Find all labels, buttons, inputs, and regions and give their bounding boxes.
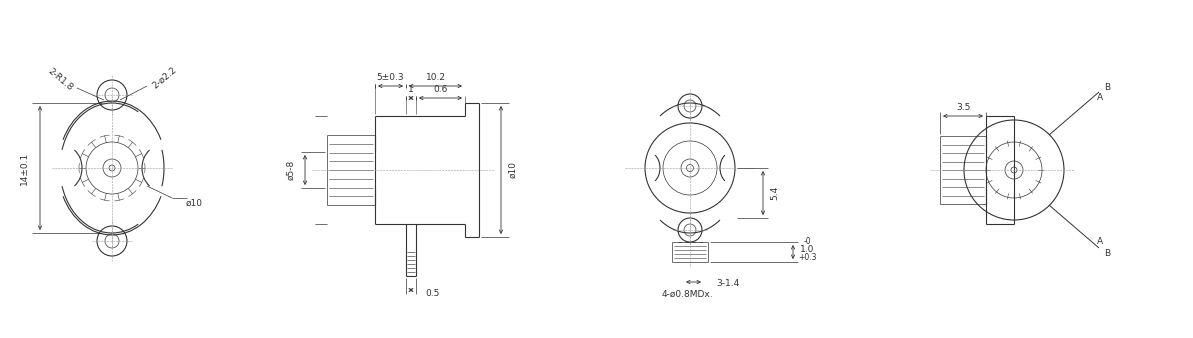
Text: 0.6: 0.6	[433, 86, 447, 95]
Text: 5.4: 5.4	[771, 186, 779, 200]
Text: 4-ø0.8MDx.: 4-ø0.8MDx.	[661, 290, 712, 298]
Text: 0.5: 0.5	[426, 289, 440, 297]
Text: 14±0.1: 14±0.1	[19, 151, 29, 185]
Text: -0: -0	[803, 238, 811, 246]
Text: ø10: ø10	[185, 198, 203, 208]
Text: A: A	[1098, 94, 1104, 102]
Text: 2-R1.8: 2-R1.8	[45, 67, 74, 93]
Text: ø5-8: ø5-8	[286, 160, 296, 180]
Text: +0.3: +0.3	[798, 254, 816, 263]
Text: ø10: ø10	[508, 162, 518, 178]
Text: 2-ø2.2: 2-ø2.2	[150, 65, 178, 91]
Text: 3.5: 3.5	[956, 102, 970, 112]
Text: A: A	[1098, 238, 1104, 246]
Text: B: B	[1104, 248, 1111, 258]
Text: 5±0.3: 5±0.3	[377, 72, 404, 81]
Text: 1: 1	[408, 86, 414, 95]
Text: B: B	[1104, 82, 1111, 92]
Text: 10.2: 10.2	[426, 72, 445, 81]
Text: 3-1.4: 3-1.4	[716, 280, 740, 289]
Text: 1.0: 1.0	[799, 245, 814, 255]
